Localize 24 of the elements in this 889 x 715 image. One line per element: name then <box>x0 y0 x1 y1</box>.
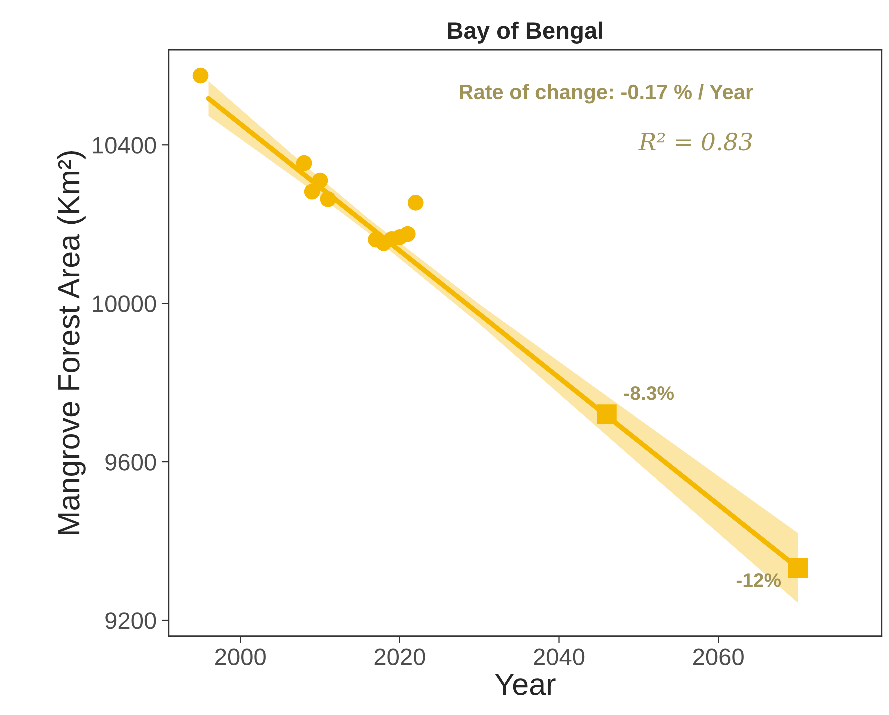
point <box>400 226 416 242</box>
y-tick-label: 10400 <box>93 137 156 154</box>
x-tick-label: 2060 <box>694 648 744 666</box>
annotation: Rate of change: -0.17 % / Year <box>460 84 754 104</box>
x-tick-label: 2000 <box>216 648 266 666</box>
point <box>788 558 808 578</box>
y-axis-title: Mangrove Forest Area (Km²) <box>57 152 86 534</box>
y-tick-label: 9200 <box>106 612 156 630</box>
annotation: -12% <box>736 574 782 588</box>
x-tick-label: 2020 <box>374 648 426 666</box>
point <box>296 155 312 172</box>
y-tick-label: 9600 <box>106 454 156 471</box>
point <box>597 404 617 424</box>
annotation: -8.3% <box>624 386 674 400</box>
annotation: R² = 0.83 <box>638 132 752 151</box>
x-axis-title: Year <box>495 674 556 696</box>
point <box>192 68 209 84</box>
point <box>304 184 320 200</box>
point <box>312 172 328 189</box>
x-tick-label: 2040 <box>534 648 585 666</box>
y-tick-label: 10000 <box>93 296 156 312</box>
chart-title: Bay of Bengal <box>448 22 602 44</box>
point <box>320 191 336 208</box>
point <box>408 195 424 211</box>
